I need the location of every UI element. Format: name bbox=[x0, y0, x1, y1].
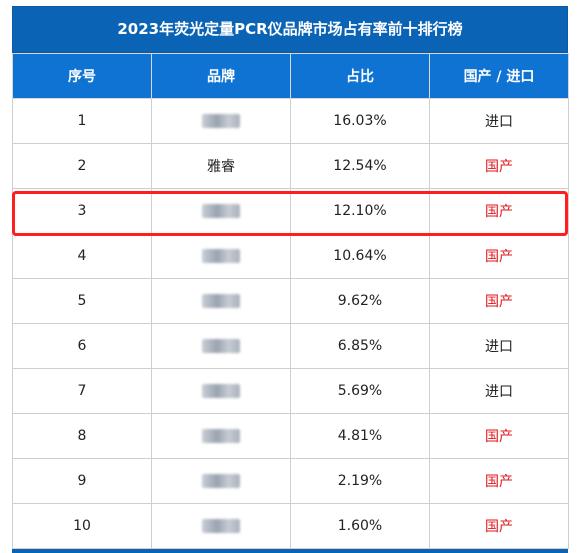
rank-cell: 1 bbox=[12, 98, 152, 144]
rank-cell: 2 bbox=[12, 143, 152, 189]
blurred-brand-name bbox=[202, 249, 240, 263]
share-cell: 1.60% bbox=[290, 503, 430, 549]
column-header-share: 占比 bbox=[290, 53, 430, 99]
share-cell: 6.85% bbox=[290, 323, 430, 369]
table-row: 4 10.64% 国产 bbox=[12, 233, 569, 279]
origin-cell: 国产 bbox=[429, 413, 569, 459]
brand-cell bbox=[151, 458, 291, 504]
origin-cell: 国产 bbox=[429, 233, 569, 279]
rank-cell: 6 bbox=[12, 323, 152, 369]
ranking-table: 序号 品牌 占比 国产 / 进口 1 16.03% 进口 2 雅睿 12.54% 国产 3 12… bbox=[12, 53, 569, 549]
origin-cell: 进口 bbox=[429, 98, 569, 144]
brand-cell bbox=[151, 278, 291, 324]
table-row: 7 5.69% 进口 bbox=[12, 368, 569, 414]
brand-cell bbox=[151, 98, 291, 144]
origin-cell: 进口 bbox=[429, 323, 569, 369]
column-header-origin: 国产 / 进口 bbox=[429, 53, 569, 99]
brand-cell bbox=[151, 413, 291, 459]
blurred-brand-name bbox=[202, 339, 240, 353]
bottom-bar bbox=[12, 549, 568, 553]
share-cell: 12.54% bbox=[290, 143, 430, 189]
rank-cell: 3 bbox=[12, 188, 152, 234]
rank-cell: 5 bbox=[12, 278, 152, 324]
table-row: 2 雅睿 12.54% 国产 bbox=[12, 143, 569, 189]
share-cell: 9.62% bbox=[290, 278, 430, 324]
table-row: 5 9.62% 国产 bbox=[12, 278, 569, 324]
column-header-rank: 序号 bbox=[12, 53, 152, 99]
origin-cell: 国产 bbox=[429, 503, 569, 549]
share-cell: 2.19% bbox=[290, 458, 430, 504]
blurred-brand-name bbox=[202, 429, 240, 443]
origin-cell: 国产 bbox=[429, 278, 569, 324]
table-row: 6 6.85% 进口 bbox=[12, 323, 569, 369]
rank-cell: 9 bbox=[12, 458, 152, 504]
table-row: 3 12.10% 国产 bbox=[12, 188, 569, 234]
share-cell: 16.03% bbox=[290, 98, 430, 144]
table-header-row: 序号 品牌 占比 国产 / 进口 bbox=[12, 53, 569, 99]
table-row: 10 1.60% 国产 bbox=[12, 503, 569, 549]
table-row: 8 4.81% 国产 bbox=[12, 413, 569, 459]
blurred-brand-name bbox=[202, 204, 240, 218]
share-cell: 4.81% bbox=[290, 413, 430, 459]
ranking-table-container: 2023年荧光定量PCR仪品牌市场占有率前十排行榜 序号 品牌 占比 国产 / … bbox=[12, 6, 569, 553]
blurred-brand-name bbox=[202, 384, 240, 398]
table-title: 2023年荧光定量PCR仪品牌市场占有率前十排行榜 bbox=[12, 6, 568, 53]
column-header-brand: 品牌 bbox=[151, 53, 291, 99]
blurred-brand-name bbox=[202, 114, 240, 128]
brand-cell: 雅睿 bbox=[151, 143, 291, 189]
origin-cell: 进口 bbox=[429, 368, 569, 414]
brand-cell bbox=[151, 188, 291, 234]
table-row: 9 2.19% 国产 bbox=[12, 458, 569, 504]
blurred-brand-name bbox=[202, 519, 240, 533]
rank-cell: 10 bbox=[12, 503, 152, 549]
share-cell: 5.69% bbox=[290, 368, 430, 414]
share-cell: 10.64% bbox=[290, 233, 430, 279]
origin-cell: 国产 bbox=[429, 188, 569, 234]
table-row: 1 16.03% 进口 bbox=[12, 98, 569, 144]
brand-cell bbox=[151, 323, 291, 369]
rank-cell: 8 bbox=[12, 413, 152, 459]
origin-cell: 国产 bbox=[429, 143, 569, 189]
rank-cell: 7 bbox=[12, 368, 152, 414]
blurred-brand-name bbox=[202, 294, 240, 308]
brand-cell bbox=[151, 233, 291, 279]
blurred-brand-name bbox=[202, 474, 240, 488]
rank-cell: 4 bbox=[12, 233, 152, 279]
brand-cell bbox=[151, 368, 291, 414]
share-cell: 12.10% bbox=[290, 188, 430, 234]
brand-cell bbox=[151, 503, 291, 549]
origin-cell: 国产 bbox=[429, 458, 569, 504]
